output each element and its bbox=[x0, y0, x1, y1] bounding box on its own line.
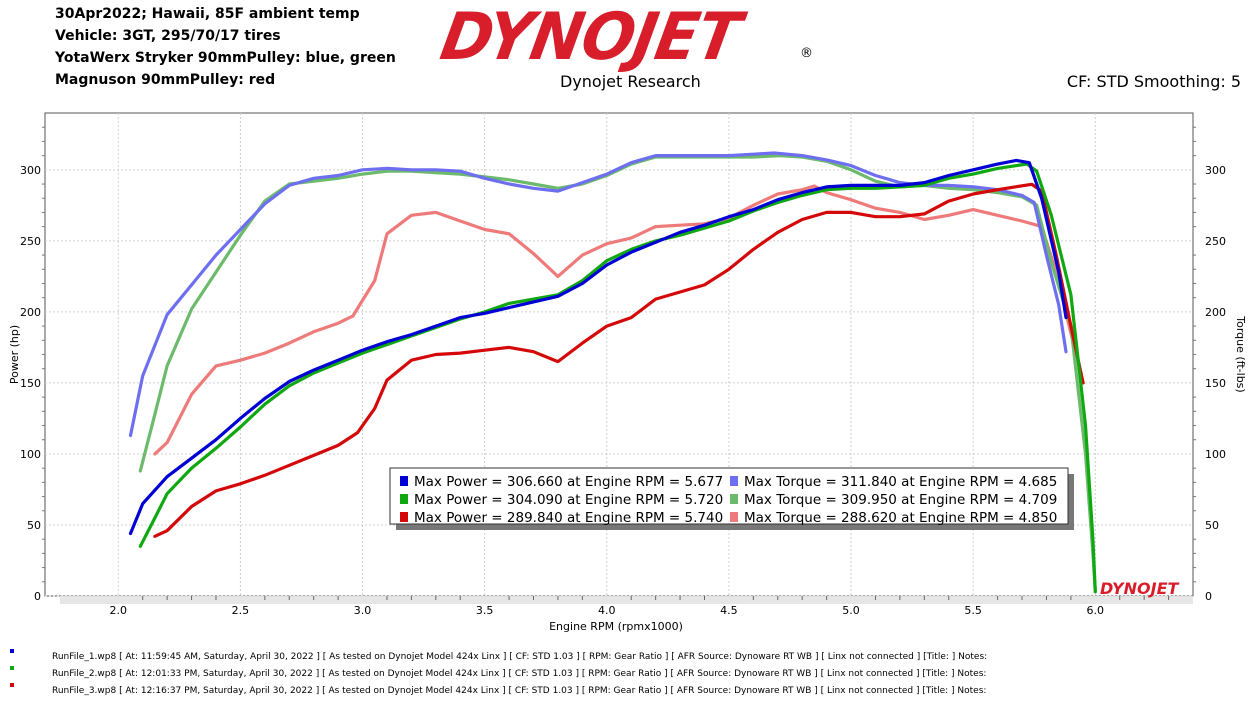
legend-entry: Max Power = 306.660 at Engine RPM = 5.67… bbox=[414, 474, 723, 490]
x-tick-label: 6.0 bbox=[1087, 604, 1105, 617]
footer-run-color bbox=[10, 649, 14, 653]
y-tick-label: 100 bbox=[20, 448, 41, 461]
footer-run-color bbox=[10, 666, 14, 670]
x-axis-band bbox=[60, 596, 1193, 604]
cf-smoothing-label: CF: STD Smoothing: 5 bbox=[1066, 72, 1241, 91]
y-tick-label: 150 bbox=[20, 377, 41, 390]
y-tick-label: 200 bbox=[20, 306, 41, 319]
series-line-run3_torque bbox=[153, 184, 1085, 456]
legend-swatch bbox=[730, 494, 738, 504]
series-line-run2_power bbox=[138, 162, 1097, 594]
footer-run-line: RunFile_2.wp8 [ At: 12:01:33 PM, Saturda… bbox=[52, 669, 987, 679]
legend-entry: Max Power = 289.840 at Engine RPM = 5.74… bbox=[414, 510, 723, 526]
header-line-yotawerx: YotaWerx Stryker 90mmPulley: blue, green bbox=[55, 50, 396, 66]
legend-swatch bbox=[730, 512, 738, 522]
footer-run-line: RunFile_1.wp8 [ At: 11:59:45 AM, Saturda… bbox=[52, 652, 988, 662]
x-tick-label: 4.5 bbox=[720, 604, 738, 617]
y-axis-title: Power (hp) bbox=[8, 325, 21, 384]
y-tick-label: 300 bbox=[20, 164, 41, 177]
y2-tick-label: 200 bbox=[1205, 306, 1226, 319]
header-line-magnuson: Magnuson 90mmPulley: red bbox=[55, 72, 276, 88]
x-tick-label: 3.0 bbox=[354, 604, 372, 617]
x-axis-title: Engine RPM (rpmx1000) bbox=[549, 620, 683, 633]
legend-entry: Max Torque = 311.840 at Engine RPM = 4.6… bbox=[744, 474, 1057, 490]
footer-run-color bbox=[10, 683, 14, 687]
x-tick-label: 5.0 bbox=[842, 604, 860, 617]
y-tick-label: 0 bbox=[34, 590, 41, 603]
series-line-run3_power bbox=[153, 182, 1085, 538]
x-tick-label: 4.0 bbox=[598, 604, 616, 617]
header-line-date: 30Apr2022; Hawaii, 85F ambient temp bbox=[55, 6, 360, 22]
series-line-run1_power bbox=[128, 158, 1068, 536]
header-line-vehicle: Vehicle: 3GT, 295/70/17 tires bbox=[55, 28, 281, 44]
x-tick-label: 2.5 bbox=[232, 604, 250, 617]
y2-axis-title: Torque (ft-lbs) bbox=[1234, 315, 1247, 392]
y2-tick-label: 250 bbox=[1205, 235, 1226, 248]
y2-tick-label: 50 bbox=[1205, 519, 1219, 532]
registered-mark: ® bbox=[800, 46, 813, 61]
chart-subtitle: Dynojet Research bbox=[560, 72, 701, 91]
footer-run-line: RunFile_3.wp8 [ At: 12:16:37 PM, Saturda… bbox=[52, 686, 987, 696]
series-line-run1_torque bbox=[128, 151, 1068, 438]
y2-tick-label: 0 bbox=[1205, 590, 1212, 603]
y2-tick-label: 100 bbox=[1205, 448, 1226, 461]
y2-tick-label: 150 bbox=[1205, 377, 1226, 390]
legend-swatch bbox=[730, 476, 738, 486]
legend-swatch bbox=[400, 494, 408, 504]
x-tick-label: 5.5 bbox=[964, 604, 982, 617]
y-tick-label: 50 bbox=[27, 519, 41, 532]
legend-swatch bbox=[400, 512, 408, 522]
legend-entry: Max Torque = 309.950 at Engine RPM = 4.7… bbox=[744, 492, 1057, 508]
x-tick-label: 2.0 bbox=[110, 604, 128, 617]
legend-entry: Max Torque = 288.620 at Engine RPM = 4.8… bbox=[744, 510, 1057, 526]
x-tick-label: 3.5 bbox=[476, 604, 494, 617]
dynojet-watermark: DYNOJET bbox=[1100, 579, 1180, 598]
legend-swatch bbox=[400, 476, 408, 486]
legend-box bbox=[389, 467, 1069, 525]
legend-entry: Max Power = 304.090 at Engine RPM = 5.72… bbox=[414, 492, 723, 508]
y-tick-label: 250 bbox=[20, 235, 41, 248]
y2-tick-label: 300 bbox=[1205, 164, 1226, 177]
